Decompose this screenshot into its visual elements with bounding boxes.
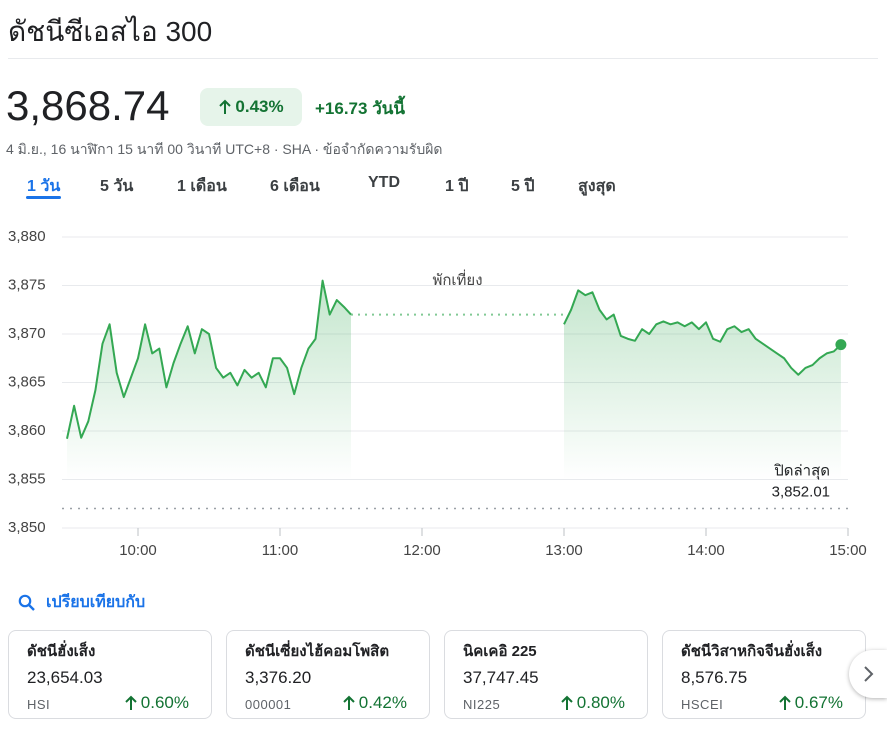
chevron-icon [864,666,874,682]
compare-card[interactable]: ดัชนีวิสาหกิจจีนฮั่งเส็ง 8,576.75 HSCEI 0.6… [662,630,866,719]
change-percent: 0.43% [235,97,284,116]
y-tick-label: 3,855 [8,470,46,487]
range-tab[interactable]: 1 วัน [27,178,61,195]
chart: 3,880 3,875 3,870 3,865 3,860 3,855 3,850 10:00… [8,228,867,559]
range-tab[interactable]: 5 วัน [100,178,134,195]
card-change-percent: 0.42% [358,693,407,712]
tab-underline [26,196,61,199]
search-icon [18,594,35,611]
change-badge: 0.43% [200,88,302,126]
x-tick-label: 13:00 [545,542,583,559]
card-name: ดัชนีฮั่งเส็ง [27,643,96,660]
area-fill [67,280,841,528]
y-tick-label: 3,850 [8,519,46,536]
next-button[interactable] [849,650,887,698]
y-tick-label: 3,880 [8,228,46,245]
card-change-percent: 0.80% [576,693,625,712]
card-name: นิคเคอิ 225 [463,643,537,660]
compare-card[interactable]: ดัชนีฮั่งเส็ง 23,654.03 HSI 0.60% [8,630,212,719]
up-arrow-icon [219,99,232,114]
range-tab[interactable]: สูงสุด [578,178,616,195]
card-change: 0.42% [342,693,407,713]
y-tick-label: 3,860 [8,422,46,439]
compare-link[interactable]: เปรียบเทียบกับ [18,590,145,615]
up-arrow-icon [561,695,573,710]
card-change: 0.60% [124,693,189,713]
card-value: 8,576.75 [681,668,748,687]
card-name: ดัชนีวิสาหกิจจีนฮั่งเส็ง [681,643,823,660]
x-tick-label: 14:00 [687,542,725,559]
price: 3,868.74 [6,82,170,129]
range-tab[interactable]: 1 เดือน [177,178,227,195]
x-tick-label: 12:00 [403,542,441,559]
card-change: 0.80% [560,693,625,713]
up-arrow-icon [343,695,355,710]
range-tab[interactable]: YTD [368,174,400,191]
range-tab[interactable]: 1 ปี [445,178,469,195]
lunch-break-label: พักเที่ยง [432,269,482,289]
change: +16.73 วันนี้ [315,99,405,118]
card-change-percent: 0.60% [140,693,189,712]
divider [8,58,878,59]
card-change: 0.67% [778,693,843,713]
page-title: ดัชนีซีเอสไอ 300 [8,16,213,47]
card-change-percent: 0.67% [794,693,843,712]
compare-card[interactable]: นิคเคอิ 225 37,747.45 NI225 0.80% [444,630,648,719]
y-tick-label: 3,865 [8,373,46,390]
card-name: ดัชนีเซี่ยงไฮ้คอมโพสิต [245,643,390,660]
up-arrow-icon [779,695,791,710]
card-symbol: HSCEI [681,697,724,712]
x-tick-label: 10:00 [119,542,157,559]
x-tick-label: 11:00 [262,542,298,559]
card-value: 23,654.03 [27,668,103,687]
up-arrow-icon [125,695,137,710]
y-tick-label: 3,875 [8,276,46,293]
compare-card[interactable]: ดัชนีเซี่ยงไฮ้คอมโพสิต 3,376.20 000001 0.42… [226,630,430,719]
price-line [66,279,842,439]
compare-title: เปรียบเทียบกับ [46,594,146,611]
x-tick-label: 15:00 [829,542,867,559]
card-symbol: NI225 [463,697,501,712]
card-symbol: 000001 [245,697,292,712]
card-value: 3,376.20 [245,668,312,687]
range-tab[interactable]: 6 เดือน [270,178,320,195]
quote-info: 4 มิ.ย., 16 นาฬิกา 15 นาที 00 วินาที UTC… [6,141,443,157]
y-tick-label: 3,870 [8,325,46,342]
card-symbol: HSI [27,697,51,712]
card-value: 37,747.45 [463,668,539,687]
range-tab[interactable]: 5 ปี [511,178,535,195]
last-point [835,339,847,351]
